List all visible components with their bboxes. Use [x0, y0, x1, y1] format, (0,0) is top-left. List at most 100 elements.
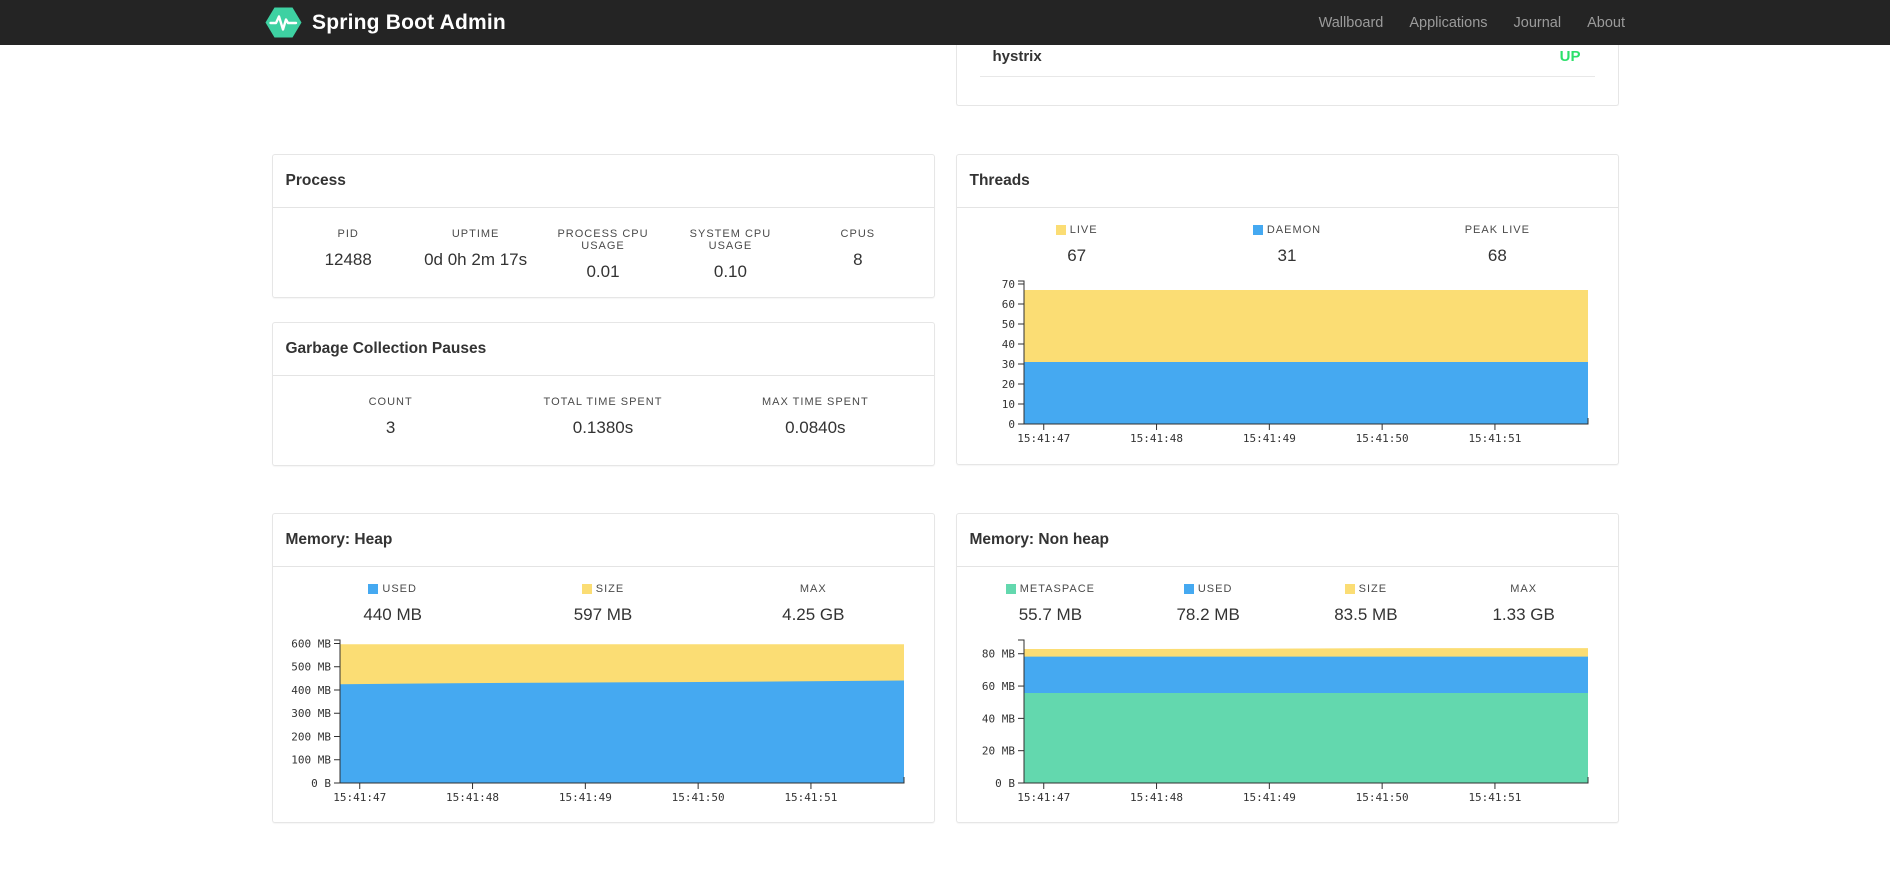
svg-text:20: 20 [1001, 378, 1014, 391]
stat-value: 8 [853, 250, 863, 269]
stat-label: DAEMON [1266, 224, 1322, 236]
nav-item-about[interactable]: About [1587, 14, 1625, 31]
stat-heap-max: MAX 4.25 GB [708, 583, 918, 625]
stat-label: PROCESS CPU USAGE [557, 228, 649, 252]
stat-label: METASPACE [1019, 583, 1095, 595]
memory-heap-card: Memory: Heap USED 440 MB [271, 513, 935, 823]
stat-value: 0.0840s [785, 418, 846, 437]
navbar: Spring Boot Admin Wallboard Applications… [0, 0, 1890, 45]
column-left: Process PID 12488 UPTIME 0d 0h 2m 17s PR… [271, 154, 935, 466]
gc-card-title: Garbage Collection Pauses [272, 323, 934, 376]
svg-text:15:41:51: 15:41:51 [1468, 432, 1521, 445]
stat-system-cpu: SYSTEM CPU USAGE 0.10 [667, 228, 794, 282]
memory-nonheap-title: Memory: Non heap [956, 514, 1618, 567]
stat-value: 0.01 [586, 262, 620, 281]
stat-value: 67 [1067, 246, 1087, 265]
health-status-badge: UP [1559, 48, 1581, 65]
app-brand[interactable]: Spring Boot Admin [265, 6, 506, 39]
stat-label: MAX [799, 583, 827, 595]
stat-value: 3 [385, 418, 396, 437]
stat-metaspace: METASPACE 55.7 MB [972, 583, 1130, 625]
legend-swatch-used [368, 584, 379, 594]
stat-label: MAX [1510, 583, 1538, 595]
threads-card: Threads LIVE 67 [955, 154, 1619, 465]
column-right: Threads LIVE 67 [955, 154, 1619, 466]
legend-swatch-metaspace [1005, 584, 1016, 594]
svg-text:15:41:50: 15:41:50 [671, 791, 724, 804]
svg-text:0: 0 [1008, 418, 1015, 431]
stat-label: CPUS [840, 228, 876, 240]
stat-nonheap-size: SIZE 83.5 MB [1287, 583, 1445, 625]
legend-swatch-used [1183, 584, 1194, 594]
svg-text:500 MB: 500 MB [291, 661, 331, 674]
svg-text:15:41:47: 15:41:47 [1017, 791, 1070, 804]
column-left-2: Memory: Heap USED 440 MB [271, 513, 935, 823]
column-right-2: Memory: Non heap METASPACE 55.7 MB [955, 513, 1619, 823]
stat-value: 0.1380s [572, 418, 634, 437]
stat-label: MAX TIME SPENT [761, 396, 869, 408]
process-stats: PID 12488 UPTIME 0d 0h 2m 17s PROCESS CP… [285, 228, 922, 282]
legend-swatch-live [1055, 225, 1066, 235]
svg-text:10: 10 [1001, 398, 1014, 411]
stat-heap-used: USED 440 MB [288, 583, 498, 625]
memory-nonheap-stats: METASPACE 55.7 MB USED 78.2 MB [972, 583, 1603, 625]
stat-value: 55.7 MB [1018, 605, 1083, 624]
stat-label: COUNT [368, 396, 413, 408]
stat-heap-size: SIZE 597 MB [498, 583, 708, 625]
svg-text:30: 30 [1001, 358, 1014, 371]
stat-label: SYSTEM CPU USAGE [689, 228, 772, 252]
row-1: Process PID 12488 UPTIME 0d 0h 2m 17s PR… [271, 154, 1619, 466]
nav-item-journal[interactable]: Journal [1513, 14, 1562, 31]
svg-text:0 B: 0 B [995, 777, 1015, 790]
process-card-title: Process [272, 155, 934, 208]
svg-text:80 MB: 80 MB [981, 648, 1014, 661]
stat-value: 0d 0h 2m 17s [424, 250, 528, 269]
process-card: Process PID 12488 UPTIME 0d 0h 2m 17s PR… [271, 154, 935, 298]
health-row-hystrix[interactable]: hystrix UP [979, 37, 1595, 77]
memory-nonheap-card: Memory: Non heap METASPACE 55.7 MB [955, 513, 1619, 823]
stat-label: LIVE [1069, 224, 1098, 236]
stat-value: 1.33 GB [1492, 605, 1555, 624]
stat-cpus: CPUS 8 [794, 228, 921, 282]
memory-heap-stats: USED 440 MB SIZE 597 MB [288, 583, 919, 625]
stat-value: 83.5 MB [1334, 605, 1398, 624]
svg-text:200 MB: 200 MB [291, 730, 331, 743]
svg-text:15:41:50: 15:41:50 [1355, 432, 1408, 445]
memory-heap-title: Memory: Heap [272, 514, 934, 567]
nav-item-applications[interactable]: Applications [1409, 14, 1488, 31]
stat-label: SIZE [595, 583, 625, 595]
threads-chart: 0 10 20 30 40 50 60 70 15:41:47 15:41:48 15:41:49 1… [972, 274, 1603, 457]
stat-process-cpu: PROCESS CPU USAGE 0.01 [539, 228, 666, 282]
threads-card-title: Threads [956, 155, 1618, 208]
stat-nonheap-max: MAX 1.33 GB [1445, 583, 1603, 625]
stat-label: PID [337, 228, 359, 240]
stat-pid: PID 12488 [285, 228, 412, 282]
legend-swatch-daemon [1252, 225, 1263, 235]
memory-nonheap-chart: 0 B 20 MB 40 MB 60 MB 80 MB 15:41:47 15:41:48 1… [972, 633, 1603, 816]
svg-text:15:41:47: 15:41:47 [333, 791, 386, 804]
memory-heap-chart: 0 B 100 MB 200 MB 300 MB 400 MB 500 MB 600 MB 1… [288, 633, 919, 816]
legend-swatch-size [1344, 584, 1355, 594]
svg-text:40: 40 [1001, 338, 1014, 351]
stat-value: 0.10 [713, 262, 747, 281]
main-content: hystrix UP Process PID 12488 U [271, 0, 1619, 823]
svg-text:70: 70 [1001, 278, 1014, 291]
svg-text:100 MB: 100 MB [291, 754, 331, 767]
stat-value: 440 MB [363, 605, 422, 624]
svg-text:15:41:49: 15:41:49 [1242, 432, 1295, 445]
stat-label: TOTAL TIME SPENT [543, 396, 663, 408]
app-logo-icon [265, 7, 302, 38]
stat-daemon: DAEMON 31 [1182, 224, 1392, 266]
svg-text:50: 50 [1001, 318, 1014, 331]
svg-text:400 MB: 400 MB [291, 684, 331, 697]
svg-text:15:41:51: 15:41:51 [1468, 791, 1521, 804]
svg-text:15:41:51: 15:41:51 [784, 791, 837, 804]
svg-text:40 MB: 40 MB [981, 712, 1014, 725]
svg-text:0 B: 0 B [311, 777, 331, 790]
stat-label: PEAK LIVE [1464, 224, 1530, 236]
nav-item-wallboard[interactable]: Wallboard [1318, 14, 1384, 31]
stat-value: 68 [1487, 246, 1507, 265]
svg-text:15:41:48: 15:41:48 [1130, 791, 1183, 804]
threads-stats: LIVE 67 DAEMON 31 [972, 224, 1603, 266]
svg-text:15:41:50: 15:41:50 [1355, 791, 1408, 804]
